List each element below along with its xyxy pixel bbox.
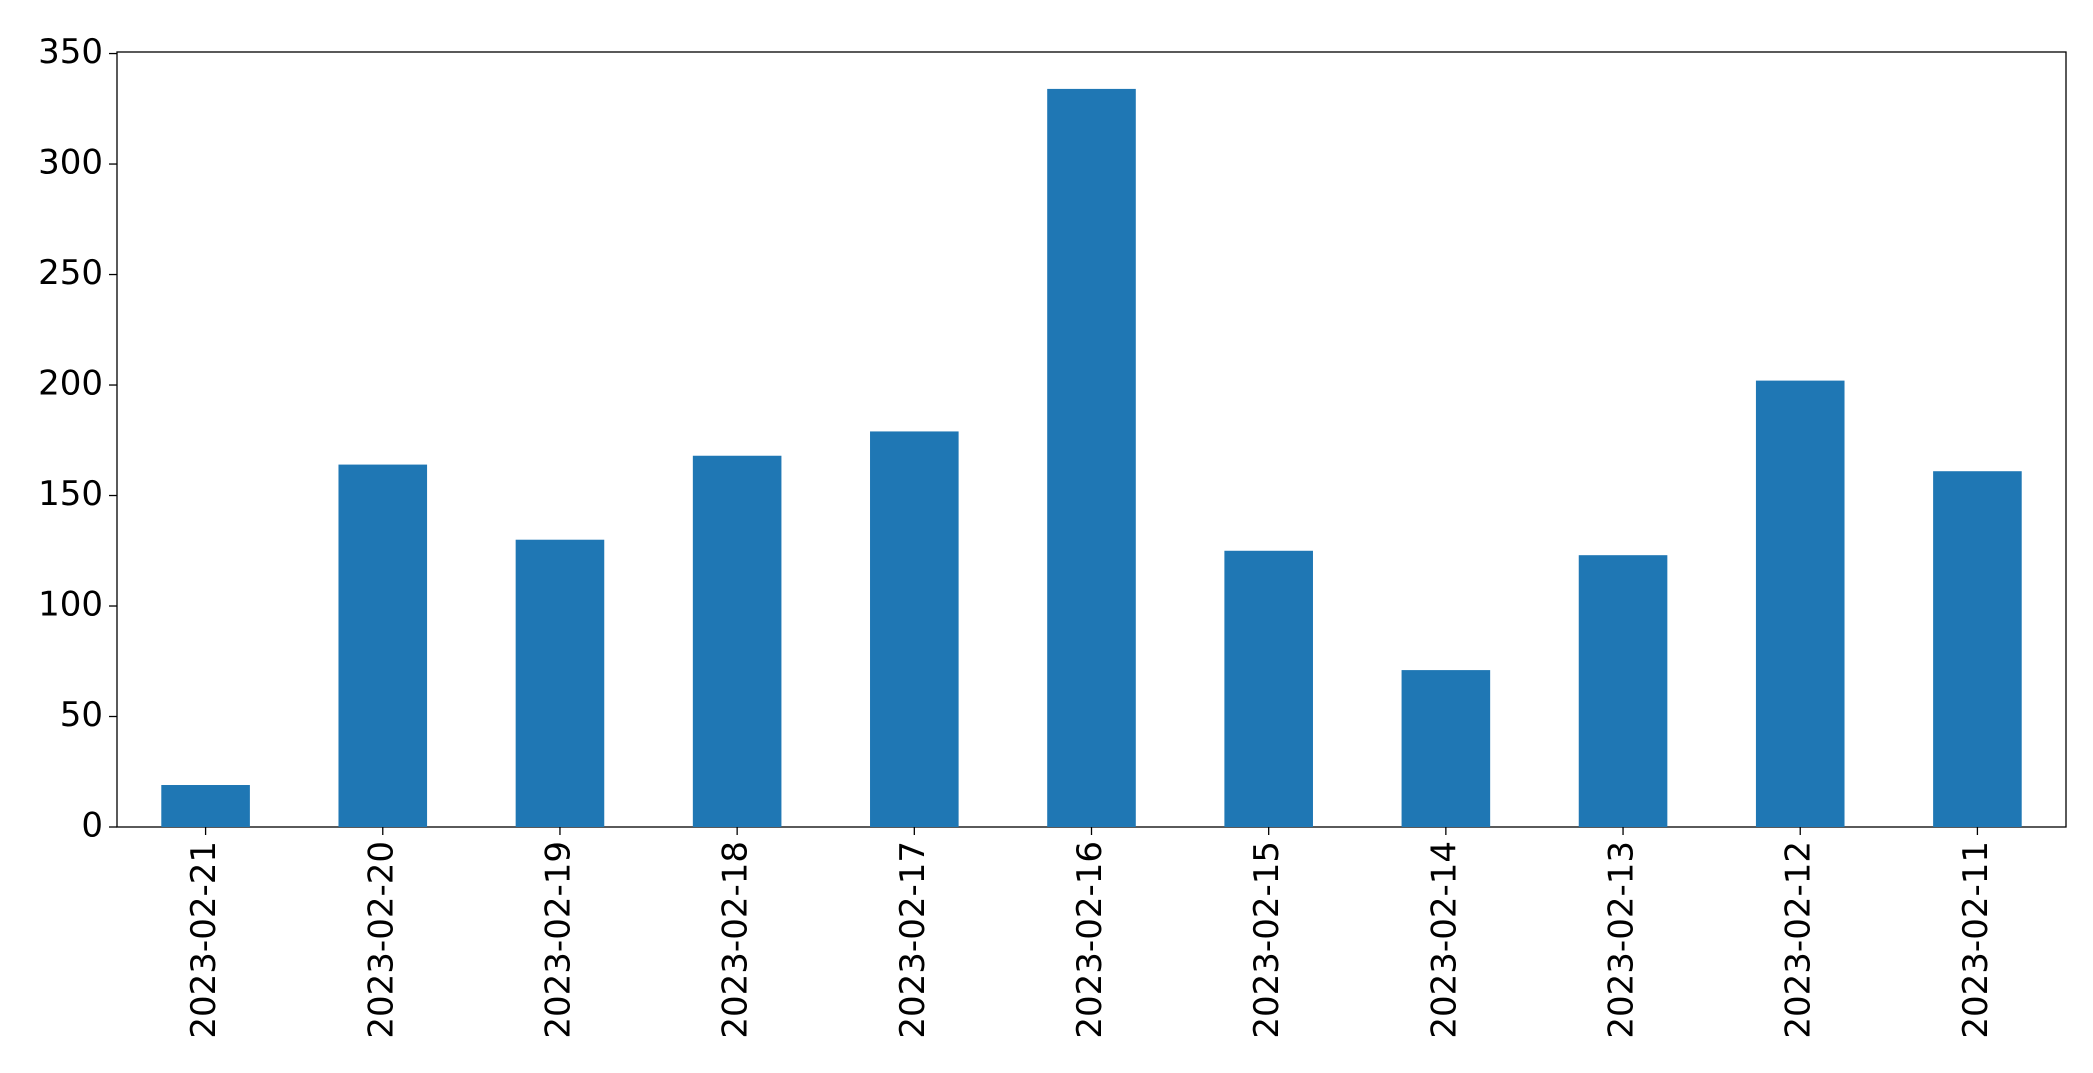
bar — [161, 785, 250, 827]
bar — [1755, 380, 1845, 827]
y-tick-label: 350 — [38, 32, 103, 72]
bar — [338, 464, 428, 827]
y-tick-label: 0 — [81, 806, 103, 846]
y-tick-label: 200 — [38, 364, 103, 404]
bar — [1224, 550, 1313, 827]
y-tick-label: 150 — [38, 474, 103, 514]
x-tick-label: 2023-02-16 — [1070, 841, 1110, 1039]
bar — [1401, 670, 1491, 827]
x-tick-label: 2023-02-18 — [716, 841, 756, 1039]
y-tick-label: 300 — [38, 143, 103, 183]
x-tick-label: 2023-02-15 — [1247, 841, 1287, 1039]
bar — [870, 431, 959, 827]
x-tick-label: 2023-02-19 — [538, 841, 578, 1039]
bar — [515, 539, 605, 827]
bar — [1047, 88, 1136, 827]
bar — [692, 455, 782, 827]
bar — [1578, 555, 1668, 827]
x-tick-label: 2023-02-20 — [361, 841, 401, 1039]
y-tick-label: 250 — [38, 253, 103, 293]
x-tick-label: 2023-02-21 — [184, 841, 224, 1039]
x-tick-label: 2023-02-14 — [1424, 841, 1464, 1039]
x-tick-label: 2023-02-13 — [1602, 841, 1642, 1039]
y-tick-label: 100 — [38, 585, 103, 625]
y-tick-label: 50 — [60, 695, 103, 735]
x-tick-label: 2023-02-12 — [1779, 841, 1819, 1039]
x-tick-label: 2023-02-17 — [893, 841, 933, 1039]
x-tick-label: 2023-02-11 — [1956, 841, 1996, 1039]
bar — [1933, 471, 2022, 827]
